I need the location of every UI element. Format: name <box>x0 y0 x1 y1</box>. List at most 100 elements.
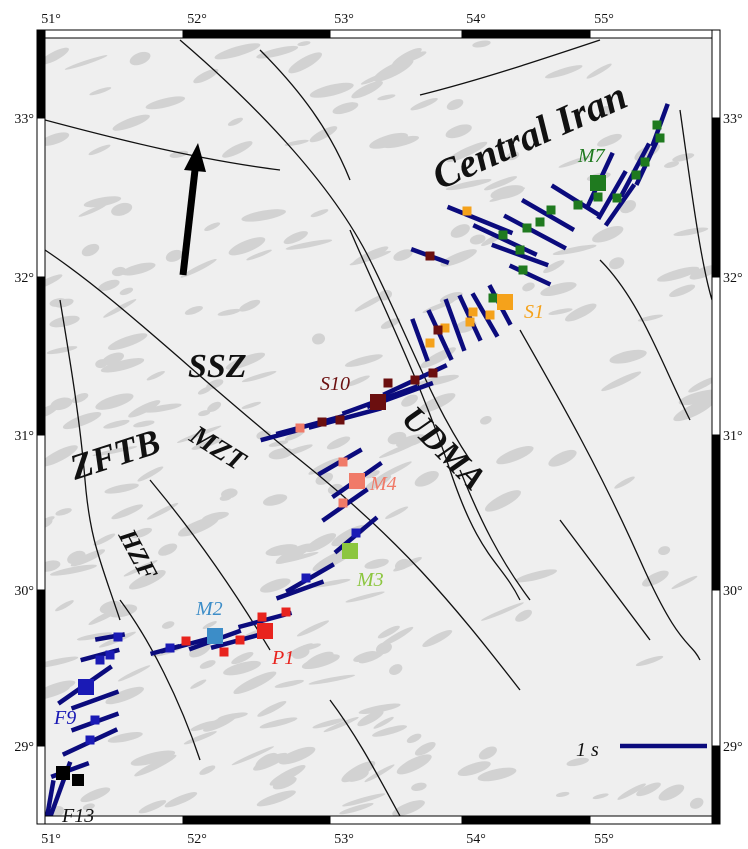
station-marker <box>257 623 273 639</box>
station-marker <box>466 318 475 327</box>
border-segment <box>37 30 183 38</box>
border-segment <box>330 30 462 38</box>
border-segment <box>183 30 330 38</box>
station-marker <box>497 294 513 310</box>
station-marker <box>594 193 603 202</box>
station-marker <box>574 201 583 210</box>
station-label: M7 <box>577 145 606 167</box>
station-marker <box>318 418 327 427</box>
lat-label: 32° <box>723 271 743 286</box>
station-marker <box>56 766 70 780</box>
lon-label: 55° <box>594 12 614 27</box>
station-label: P1 <box>271 647 294 669</box>
border-segment <box>590 30 720 38</box>
station-marker <box>519 266 528 275</box>
border-segment <box>712 746 720 824</box>
border-segment <box>330 816 462 824</box>
station-marker <box>426 339 435 348</box>
station-marker <box>641 158 650 167</box>
lon-label: 54° <box>466 832 486 847</box>
station-marker <box>590 175 606 191</box>
region-label: SSZ <box>188 348 247 385</box>
station-marker <box>434 326 443 335</box>
lat-label: 33° <box>723 112 743 127</box>
station-marker <box>302 574 311 583</box>
station-marker <box>411 376 420 385</box>
station-marker <box>342 543 358 559</box>
border-segment <box>462 816 590 824</box>
station-marker <box>282 608 291 617</box>
station-marker <box>653 121 662 130</box>
station-marker <box>258 613 267 622</box>
station-marker <box>463 207 472 216</box>
station-label: S1 <box>524 301 544 323</box>
border-segment <box>590 816 720 824</box>
station-marker <box>86 736 95 745</box>
station-marker <box>72 774 84 786</box>
border-segment <box>37 816 183 824</box>
border-segment <box>37 435 45 590</box>
station-marker <box>547 206 556 215</box>
station-marker <box>91 716 100 725</box>
station-marker <box>114 633 123 642</box>
lat-label: 31° <box>14 429 34 444</box>
lon-label: 51° <box>41 832 61 847</box>
border-segment <box>37 746 45 824</box>
border-segment <box>37 277 45 435</box>
border-segment <box>712 30 720 118</box>
station-marker <box>182 637 191 646</box>
station-marker <box>499 231 508 240</box>
map: Central Iran SSZ ZFTB MZT UDMA HZF M7 S1… <box>0 0 748 849</box>
station-marker <box>220 648 229 657</box>
station-label: M4 <box>369 473 397 495</box>
station-marker <box>78 679 94 695</box>
station-marker <box>516 246 525 255</box>
scale-label: 1 s <box>576 739 599 761</box>
border-segment <box>37 30 45 118</box>
lon-label: 52° <box>187 832 207 847</box>
station-label: M2 <box>195 598 223 620</box>
station-marker <box>426 252 435 261</box>
lat-label: 30° <box>14 584 34 599</box>
lat-label: 31° <box>723 429 743 444</box>
border-segment <box>462 30 590 38</box>
border-segment <box>712 435 720 590</box>
station-marker <box>207 628 223 644</box>
lon-label: 53° <box>334 832 354 847</box>
station-marker <box>656 134 665 143</box>
station-marker <box>370 394 386 410</box>
station-marker <box>469 308 478 317</box>
station-marker <box>349 473 365 489</box>
border-segment <box>37 118 45 277</box>
station-marker <box>384 379 393 388</box>
lon-label: 53° <box>334 12 354 27</box>
lon-label: 51° <box>41 12 61 27</box>
station-marker <box>339 458 348 467</box>
lon-label: 52° <box>187 12 207 27</box>
lat-label: 29° <box>14 740 34 755</box>
station-marker <box>352 529 361 538</box>
station-marker <box>166 644 175 653</box>
station-marker <box>489 294 498 303</box>
lat-label: 32° <box>14 271 34 286</box>
station-label: M3 <box>356 569 384 591</box>
station-marker <box>96 656 105 665</box>
station-marker <box>296 424 305 433</box>
station-label: S10 <box>320 373 350 395</box>
border-segment <box>712 118 720 277</box>
border-segment <box>712 277 720 435</box>
station-label: F9 <box>53 707 76 729</box>
station-marker <box>536 218 545 227</box>
station-marker <box>613 194 622 203</box>
border-segment <box>37 590 45 746</box>
border-segment <box>712 590 720 746</box>
station-marker <box>486 311 495 320</box>
station-label: F13 <box>61 805 94 827</box>
lat-label: 33° <box>14 112 34 127</box>
lon-label: 55° <box>594 832 614 847</box>
station-marker <box>632 171 641 180</box>
lon-label: 54° <box>466 12 486 27</box>
station-marker <box>236 636 245 645</box>
lat-label: 30° <box>723 584 743 599</box>
station-marker <box>523 224 532 233</box>
